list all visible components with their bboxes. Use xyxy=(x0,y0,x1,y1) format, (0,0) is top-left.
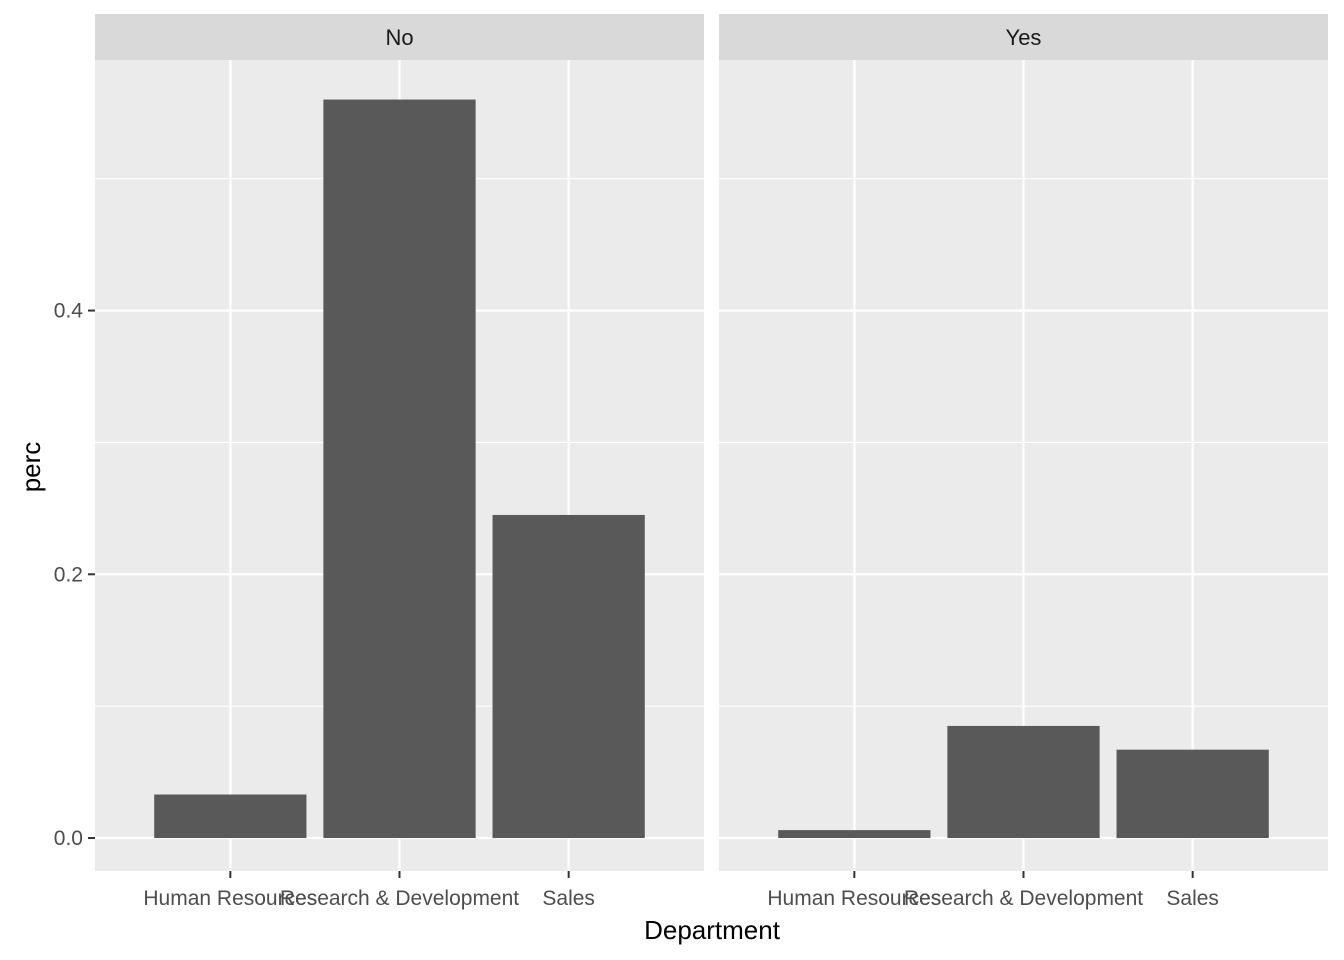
y-tick-label: 0.4 xyxy=(54,300,84,323)
bar-no-0 xyxy=(154,794,307,839)
bar-yes-1 xyxy=(947,725,1100,839)
bar-yes-0 xyxy=(778,830,931,839)
y-tick-label: 0.2 xyxy=(54,563,83,586)
x-tick-label: Sales xyxy=(1166,887,1219,910)
x-tick-label: Research & Development xyxy=(280,887,519,910)
bar-no-2 xyxy=(492,514,645,839)
x-tick-label: Research & Development xyxy=(904,887,1143,910)
y-axis-title: perc xyxy=(16,442,46,493)
facet-strip-label: Yes xyxy=(1006,25,1042,50)
y-axis: 0.0 0.2 0.4 xyxy=(54,300,95,850)
facet-strip xyxy=(719,14,1328,60)
facet-strip xyxy=(95,14,704,60)
bar-yes-2 xyxy=(1116,749,1269,839)
facet-strip-label: No xyxy=(385,25,413,50)
x-tick-label: Human Resources xyxy=(143,887,317,910)
x-tick-label: Human Resources xyxy=(767,887,941,910)
y-tick-label: 0.0 xyxy=(54,827,83,850)
x-axis-title: Department xyxy=(644,915,781,945)
x-tick-label: Sales xyxy=(542,887,595,910)
y-axis-title-group: perc xyxy=(16,442,46,493)
bar-no-1 xyxy=(323,99,476,839)
